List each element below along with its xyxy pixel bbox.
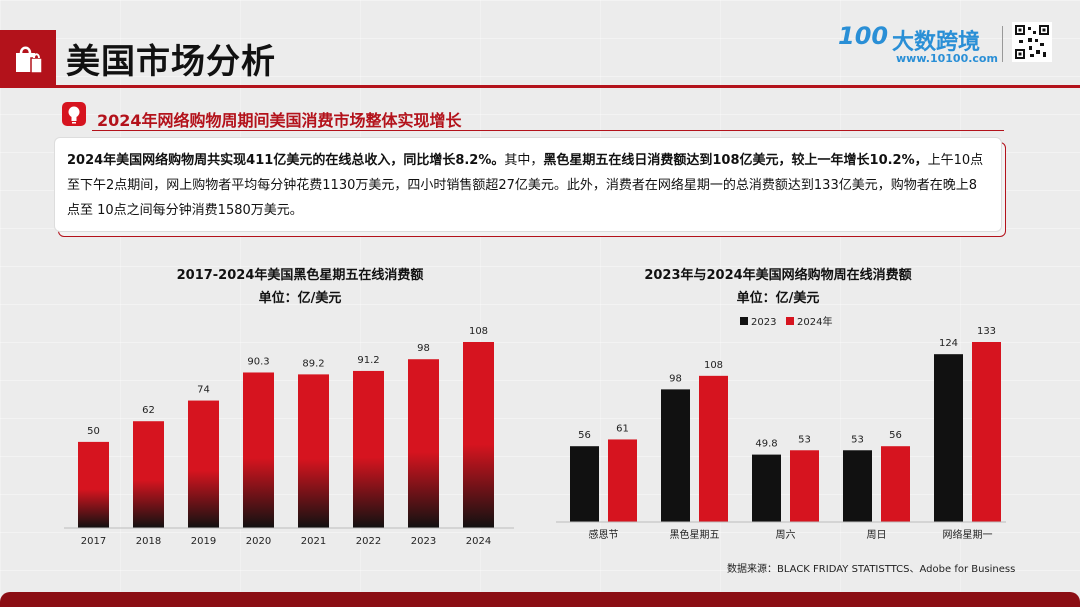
- logo-divider: [1002, 26, 1003, 62]
- chart2-bar: [972, 342, 1001, 522]
- chart1-data-label: 98: [417, 343, 430, 354]
- chart2-bar: [570, 446, 599, 522]
- chart1-x-tick: 2018: [136, 536, 161, 547]
- chart2-data-label: 61: [616, 423, 629, 434]
- chart2-legend-label: 2024年: [797, 315, 832, 328]
- chart2-legend-swatch: [786, 317, 794, 325]
- chart2-legend-label: 2023: [751, 317, 776, 328]
- chart2-bar: [752, 454, 781, 522]
- chart2-bar: [699, 375, 728, 522]
- chart2-x-tick: 网络星期一: [943, 528, 993, 541]
- chart2-data-label: 124: [939, 338, 958, 349]
- chart2-data-label: 56: [578, 430, 591, 441]
- chart1-x-tick: 2021: [301, 536, 326, 547]
- chart1-x-tick: 2023: [411, 536, 436, 547]
- lightbulb-icon: [62, 102, 86, 126]
- chart2-title-text: 2023年与2024年美国网络购物周在线消费额: [644, 268, 912, 283]
- chart2-bar: [608, 439, 637, 522]
- chart2-data-label: 49.8: [755, 439, 777, 450]
- summary-text-1: 其中，: [504, 153, 544, 168]
- chart2-unit: 单位：亿/美元: [736, 291, 820, 306]
- chart1-unit: 单位：亿/美元: [258, 291, 342, 306]
- chart1-bar: [78, 441, 109, 528]
- chart1-x-tick: 2020: [246, 536, 271, 547]
- brand-logo[interactable]: 100 大数跨境 www.10100.com: [838, 22, 1000, 66]
- section-subtitle: 2024年网络购物周期间美国消费市场整体实现增长: [97, 111, 462, 130]
- chart1-bar: [188, 400, 219, 528]
- chart2-bar: [881, 446, 910, 522]
- chart1-bar: [243, 372, 274, 528]
- chart2-bar: [661, 389, 690, 522]
- summary-text: 2024年美国网络购物周共实现411亿美元的在线总收入，同比增长8.2%。其中，…: [67, 148, 989, 223]
- chart2-bar: [934, 354, 963, 522]
- chart1-title: 2017-2024年美国黑色星期五在线消费额 单位：亿/美元: [90, 264, 510, 306]
- chart1-data-label: 62: [142, 405, 155, 416]
- summary-box: 2024年美国网络购物周共实现411亿美元的在线总收入，同比增长8.2%。其中，…: [54, 137, 1002, 232]
- shopping-bag-icon: [16, 46, 43, 74]
- chart1-x-tick: 2022: [356, 536, 381, 547]
- chart2-data-label: 133: [977, 326, 996, 337]
- chart2-svg: 2023 2024年 56 61 感恩节 98 108 黑色星期五 49.8 53 周六 53 56 周日…: [556, 315, 1006, 541]
- chart2-data-label: 98: [669, 373, 682, 384]
- chart2-x-tick: 感恩节: [589, 528, 619, 541]
- chart1-data-label: 108: [469, 326, 488, 337]
- bottom-band: [0, 592, 1080, 607]
- chart1-bar: [298, 374, 329, 528]
- chart1-x-tick: 2019: [191, 536, 216, 547]
- chart1-bar: [463, 342, 494, 528]
- summary-text-2: 上午10点至下午2点期间，网上购物者平均每分钟花费1130万美元，四小时销售额超…: [67, 153, 984, 218]
- chart1-x-tick: 2017: [81, 536, 106, 547]
- qr-code-icon: [1012, 22, 1052, 62]
- chart1-x-tick: 2024: [466, 536, 491, 547]
- chart1-data-label: 74: [197, 385, 210, 396]
- title-divider: [56, 85, 1080, 88]
- logo-mark: 100: [838, 22, 889, 50]
- chart2-title: 2023年与2024年美国网络购物周在线消费额 单位：亿/美元: [568, 264, 988, 306]
- chart1-data-label: 89.2: [302, 358, 324, 369]
- chart1-title-text: 2017-2024年美国黑色星期五在线消费额: [176, 268, 424, 283]
- chart2-bar: [790, 450, 819, 522]
- logo-name: 大数跨境: [892, 30, 981, 55]
- chart2-data-label: 53: [798, 434, 811, 445]
- chart2-x-tick: 周六: [776, 529, 796, 541]
- chart1-bar: [133, 421, 164, 528]
- chart2-data-label: 56: [889, 430, 902, 441]
- chart2-data-label: 53: [851, 434, 864, 445]
- summary-bold-2: 黑色星期五在线日消费额达到108亿美元，较上一年增长10.2%，: [543, 153, 928, 168]
- chart1-data-label: 91.2: [357, 355, 379, 366]
- chart2-x-tick: 黑色星期五: [670, 528, 720, 541]
- subtitle-divider: [92, 130, 1004, 131]
- page-title: 美国市场分析: [66, 42, 276, 82]
- chart1-bar: [353, 370, 384, 528]
- chart1-bar: [408, 359, 439, 528]
- chart2-x-tick: 周日: [867, 529, 887, 541]
- logo-url: www.10100.com: [896, 52, 998, 65]
- source-note: 数据来源：BLACK FRIDAY STATISTTCS、Adobe for B…: [727, 564, 1016, 575]
- chart2-data-label: 108: [704, 360, 723, 371]
- chart2-bar: [843, 450, 872, 522]
- chart2-legend-swatch: [740, 317, 748, 325]
- chart1-data-label: 90.3: [247, 356, 269, 367]
- chart1-data-label: 50: [87, 426, 100, 437]
- chart1-svg: 50 2017 62 2018 74 2019 90.3 2020 89.2 2021 91.2 20…: [64, 326, 514, 547]
- summary-bold-1: 2024年美国网络购物周共实现411亿美元的在线总收入，同比增长8.2%。: [67, 153, 505, 168]
- title-icon-box: [0, 30, 56, 88]
